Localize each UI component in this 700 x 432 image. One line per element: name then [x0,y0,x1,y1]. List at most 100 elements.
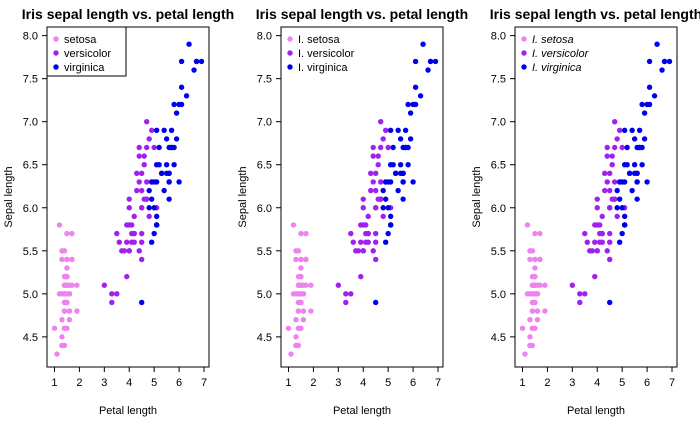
y-axis-label: Sepal length [3,166,15,227]
y-tick-label: 4.5 [491,332,506,344]
data-point-i-virginica [666,58,673,65]
x-axis-label: Petal length [99,405,157,417]
data-point-i-versicolor [370,153,376,159]
x-tick-label: 3 [335,377,341,389]
data-point-i-versicolor [335,282,342,288]
x-tick-label: 5 [619,377,625,389]
data-point-versicolor [101,282,108,288]
data-point-versicolor [141,153,147,159]
data-point-setosa [59,256,65,263]
data-point-i-versicolor [348,230,354,237]
data-point-versicolor [148,127,155,133]
data-point-i-virginica [639,101,645,108]
data-point-i-setosa [537,230,543,237]
y-tick-label: 8.0 [491,31,506,43]
chart-title: Iris sepal length vs. petal length [22,6,234,22]
y-tick-label: 5.0 [257,289,272,301]
x-tick-label: 4 [126,377,132,389]
data-point-i-virginica [614,187,620,194]
data-point-setosa [64,265,70,271]
data-point-i-setosa [308,308,314,314]
data-point-i-versicolor [343,299,349,306]
data-point-setosa [59,248,65,254]
x-tick-label: 2 [310,377,316,389]
data-point-versicolor [126,222,132,228]
data-point-i-versicolor [577,299,583,306]
data-point-i-virginica [373,299,379,306]
data-point-i-setosa [537,256,543,263]
data-point-i-setosa [290,222,297,228]
data-point-i-virginica [651,93,658,99]
x-tick-label: 2 [544,377,550,389]
data-point-i-versicolor [582,230,588,237]
legend-marker [287,36,293,42]
y-tick-label: 8.0 [257,31,272,43]
data-point-i-virginica [397,170,404,177]
plot-frame [514,26,678,368]
data-point-i-setosa [295,325,302,331]
data-point-virginica [168,127,175,133]
data-point-i-versicolor [373,256,379,263]
data-point-setosa [66,308,73,314]
x-tick-label: 5 [385,377,391,389]
legend: setosa versicolor virginica [46,26,127,77]
x-tick-label: 6 [644,377,650,389]
data-point-virginica [158,170,165,177]
data-point-i-versicolor [607,205,613,211]
data-point-setosa [69,230,75,237]
data-point-i-virginica [380,187,386,194]
data-point-i-versicolor [609,162,615,168]
plot-frame [46,26,210,368]
data-point-i-versicolor [611,144,618,151]
data-point-i-versicolor [377,118,384,125]
chart-panel-2: Iris sepal length vs. petal length 1 2 3 4 5 6… [237,6,468,417]
data-point-i-versicolor [607,170,613,177]
data-point-i-virginica [400,179,406,185]
data-point-i-setosa [534,291,541,297]
data-point-setosa [66,282,73,288]
data-point-i-setosa [527,334,533,340]
data-point-i-versicolor [375,153,381,159]
data-point-i-versicolor [373,187,379,194]
data-point-i-virginica [385,205,391,211]
data-point-i-virginica [641,110,648,116]
data-point-i-versicolor [604,248,610,254]
data-point-i-versicolor [594,222,600,228]
data-point-i-virginica [621,213,628,220]
data-point-virginica [151,230,157,237]
data-point-virginica [153,127,160,133]
legend-marker [287,50,293,56]
data-point-versicolor [139,205,145,211]
data-point-i-setosa [532,256,538,263]
data-point-i-setosa [298,230,304,237]
data-point-i-setosa [293,256,299,263]
data-point-i-versicolor [373,239,379,245]
data-point-versicolor [141,162,147,168]
data-point-virginica [163,170,170,177]
legend-label: I. versicolor [532,48,590,60]
data-point-versicolor [114,230,120,237]
data-point-i-versicolor [382,127,389,133]
data-point-i-setosa [293,316,299,323]
data-point-versicolor [126,205,132,211]
data-point-virginica [139,299,145,306]
data-point-i-versicolor [375,196,381,202]
data-point-versicolor [109,291,115,297]
legend-label: I. setosa [532,34,574,46]
data-point-versicolor [136,248,142,254]
data-point-versicolor [126,248,132,254]
data-point-i-versicolor [607,239,613,245]
x-tick-label: 4 [360,377,366,389]
legend-marker [521,50,527,56]
data-point-i-versicolor [611,118,618,125]
y-tick-label: 5.5 [23,246,38,258]
data-point-i-virginica [624,162,630,168]
data-point-virginica [146,187,152,194]
data-point-versicolor [139,230,145,237]
data-point-virginica [161,187,167,194]
x-axis-label: Petal length [567,405,625,417]
data-point-setosa [59,342,65,349]
y-tick-label: 4.5 [257,332,272,344]
data-point-virginica [151,205,157,211]
data-point-i-virginica [395,187,401,194]
